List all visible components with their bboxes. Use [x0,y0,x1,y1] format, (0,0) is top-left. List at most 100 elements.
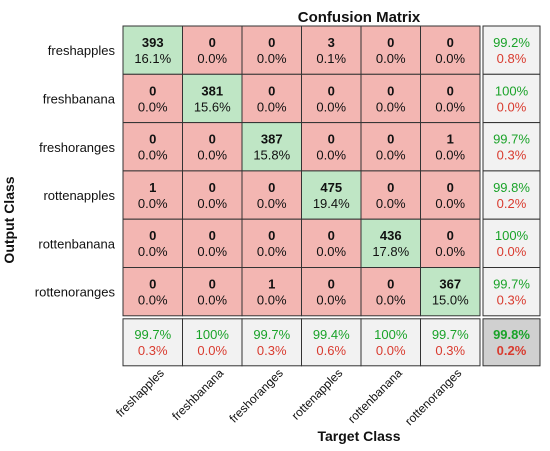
matrix-cell [420,170,481,220]
col-summary-cell [182,318,243,367]
cell-percent: 0.0% [197,51,227,66]
cell-count: 0 [447,180,454,195]
cell-percent: 0.0% [376,148,406,163]
col-summary-wrong: 0.0% [376,343,406,358]
row-summary-wrong: 0.3% [497,148,527,163]
x-tick-label: freshoranges [226,366,285,425]
cell-count: 0 [149,83,156,98]
row-summary-cell [482,122,541,172]
cell-count: 0 [447,228,454,243]
col-summary-correct: 99.7% [432,327,469,342]
cell-percent: 15.0% [432,293,469,308]
cell-count: 0 [268,180,275,195]
overall-accuracy-cell [482,318,541,367]
matrix-cell [420,25,481,75]
matrix-cell [301,170,362,220]
matrix-cell [241,122,302,172]
row-summary-cell [482,73,541,124]
cell-count: 0 [387,180,394,195]
cell-percent: 19.4% [313,196,350,211]
cell-percent: 17.8% [372,244,409,259]
cell-count: 3 [328,35,335,50]
cell-count: 0 [268,228,275,243]
cell-percent: 0.0% [316,148,346,163]
cell-percent: 0.0% [435,99,465,114]
cell-percent: 0.0% [197,244,227,259]
matrix-cell [420,73,481,124]
x-tick-label: rottenapples [289,366,346,423]
cell-percent: 0.0% [138,293,168,308]
col-summary-correct: 99.7% [253,327,290,342]
y-tick-label: freshoranges [39,140,115,155]
cell-count: 0 [447,35,454,50]
matrix-cell [360,73,421,124]
matrix-cell [420,267,481,317]
cell-percent: 0.0% [316,99,346,114]
cell-count: 0 [209,277,216,292]
row-summary-wrong: 0.2% [497,196,527,211]
row-summary-correct: 99.7% [493,277,530,292]
col-summary-wrong: 0.3% [138,343,168,358]
x-tick-label: freshbanana [169,366,226,423]
overall-wrong: 0.2% [497,343,527,358]
y-tick-label: freshapples [48,43,116,58]
row-summary-wrong: 0.3% [497,293,527,308]
cell-count: 1 [149,180,156,195]
matrix-cell [241,267,302,317]
row-summary-wrong: 0.0% [497,244,527,259]
matrix-cell [420,122,481,172]
matrix-cell [122,73,183,124]
col-summary-correct: 99.4% [313,327,350,342]
x-tick-label: rottenoranges [402,366,464,428]
cell-percent: 15.8% [253,148,290,163]
matrix-cell [122,267,183,317]
cell-percent: 0.1% [316,51,346,66]
row-summary-wrong: 0.0% [497,99,527,114]
cell-count: 0 [387,132,394,147]
cell-count: 393 [142,35,164,50]
cell-percent: 0.0% [197,196,227,211]
cell-percent: 0.0% [376,293,406,308]
col-summary-correct: 100% [374,327,408,342]
x-axis-label: Target Class [317,428,401,444]
cell-percent: 0.0% [138,99,168,114]
cell-count: 0 [328,83,335,98]
row-summary-correct: 100% [495,83,529,98]
cell-percent: 0.0% [197,148,227,163]
col-summary-cell [360,318,421,367]
row-summary-correct: 99.2% [493,35,530,50]
row-summary-correct: 100% [495,228,529,243]
matrix-cell [182,122,243,172]
y-tick-label: rottenoranges [35,285,116,300]
cell-count: 0 [447,83,454,98]
cell-percent: 0.0% [435,148,465,163]
row-summary-correct: 99.8% [493,180,530,195]
cell-percent: 0.0% [138,244,168,259]
cell-count: 0 [149,277,156,292]
row-summary-correct: 99.7% [493,132,530,147]
row-summary-cell [482,267,541,317]
x-tick-label: freshapples [113,366,167,420]
matrix-cell [241,218,302,268]
cell-count: 0 [268,83,275,98]
row-summary-wrong: 0.8% [497,51,527,66]
cell-percent: 0.0% [197,293,227,308]
matrix-cell [122,218,183,268]
cell-count: 0 [387,35,394,50]
col-summary-correct: 99.7% [134,327,171,342]
cell-count: 436 [380,228,402,243]
cell-count: 387 [261,132,283,147]
cell-percent: 15.6% [194,99,231,114]
cell-count: 1 [447,132,454,147]
matrix-cell [122,170,183,220]
cell-count: 367 [439,277,461,292]
cell-count: 381 [201,83,223,98]
col-summary-wrong: 0.6% [316,343,346,358]
col-summary-cell [301,318,362,367]
cell-count: 0 [209,228,216,243]
matrix-cell [360,218,421,268]
cell-count: 0 [268,35,275,50]
cell-percent: 16.1% [134,51,171,66]
